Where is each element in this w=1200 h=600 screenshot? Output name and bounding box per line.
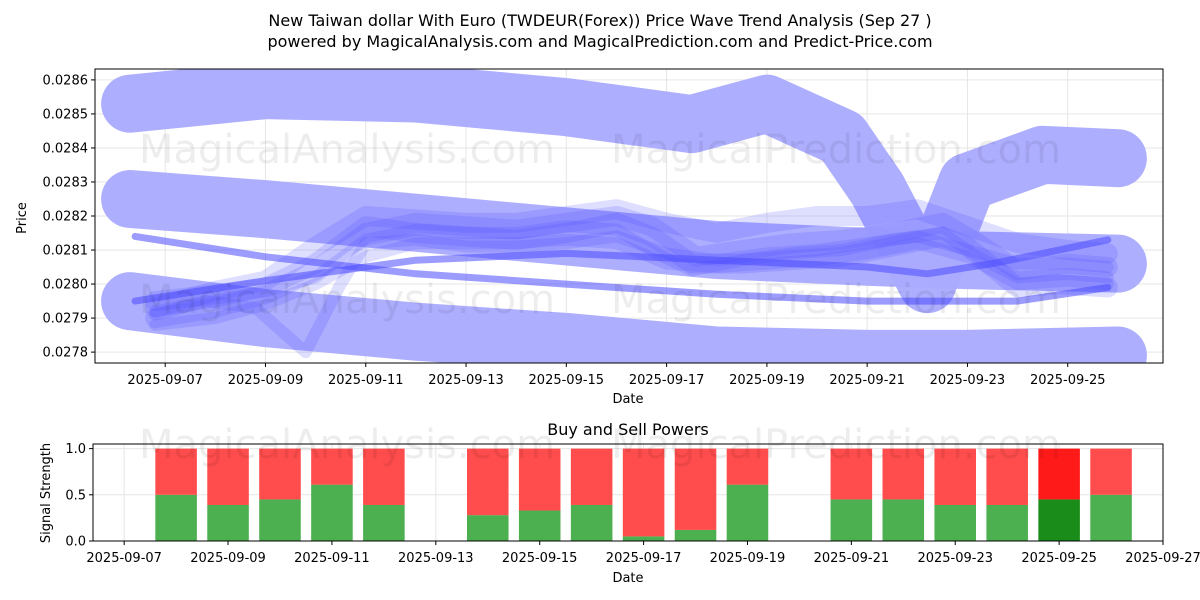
signal-x-tick-label: 2025-09-13	[398, 551, 474, 566]
buy-power-bar	[622, 536, 665, 541]
watermark-mid-left: MagicalAnalysis.com	[139, 277, 555, 323]
price-wave-series	[145, 212, 1118, 312]
signal-x-tick-label: 2025-09-15	[502, 551, 578, 566]
buy-power-bar	[674, 529, 717, 541]
price-thick-band	[101, 272, 1147, 363]
signal-x-tick-label: 2025-09-17	[606, 551, 682, 566]
buy-power-bar	[1038, 499, 1080, 541]
watermark-top-left: MagicalAnalysis.com	[139, 127, 555, 173]
price-x-axis-label: Date	[612, 392, 643, 407]
buy-power-bar	[726, 484, 769, 541]
price-x-tick-label: 2025-09-17	[629, 373, 705, 388]
buy-power-bar	[363, 504, 405, 541]
price-x-tick-label: 2025-09-09	[228, 373, 304, 388]
signal-panel-frame	[92, 443, 1164, 542]
signal-x-axis-label: Date	[612, 571, 643, 586]
signal-y-axis: 0.0 0.5 1.0	[65, 442, 93, 550]
sell-power-bar	[674, 448, 717, 530]
signal-y-axis-label: Signal Strength	[39, 443, 54, 543]
price-y-tick-label: 0.0286	[43, 73, 89, 88]
sell-power-bar	[518, 448, 561, 511]
sell-power-bar	[986, 448, 1028, 505]
price-wave-series	[145, 199, 1118, 318]
signal-x-tick-label: 2025-09-25	[1021, 551, 1097, 566]
price-y-tick-label: 0.0279	[43, 312, 89, 327]
sell-power-bar	[466, 448, 509, 516]
buy-power-bar	[570, 504, 613, 541]
buy-power-bar	[934, 504, 977, 541]
price-wave-series	[131, 236, 1112, 305]
sell-power-bar	[882, 448, 925, 500]
signal-x-tick-label: 2025-09-09	[190, 551, 266, 566]
price-x-axis: 2025-09-07 2025-09-09 2025-09-11 2025-09-13…	[127, 363, 1106, 388]
buy-power-bar	[986, 504, 1028, 541]
sell-power-bar	[726, 448, 769, 485]
sell-power-bar	[622, 448, 665, 537]
sell-power-bar	[570, 448, 613, 505]
price-wave-bands	[101, 69, 1147, 363]
buy-power-bar	[882, 499, 925, 541]
price-y-tick-label: 0.0282	[43, 210, 89, 225]
signal-x-tick-label: 2025-09-27	[1125, 551, 1200, 566]
price-x-tick-label: 2025-09-25	[1030, 373, 1106, 388]
price-y-tick-label: 0.0280	[43, 278, 89, 293]
signal-y-tick-label: 1.0	[65, 442, 86, 457]
buy-power-bar	[1090, 494, 1132, 541]
signal-x-tick-label: 2025-09-21	[814, 551, 890, 566]
buy-power-bar	[466, 515, 509, 541]
signal-chart-title: Buy and Sell Powers	[547, 420, 709, 439]
price-wave-series	[145, 206, 1118, 329]
sell-power-bar	[1090, 448, 1132, 495]
price-y-tick-label: 0.0281	[43, 244, 89, 259]
signal-x-axis: 2025-09-07 2025-09-09 2025-09-11 2025-09-13…	[86, 541, 1200, 566]
watermark-top-right: MagicalPrediction.com	[611, 127, 1061, 173]
price-x-tick-label: 2025-09-23	[930, 373, 1006, 388]
buy-power-bar	[518, 510, 561, 541]
signal-y-tick-label: 0.5	[65, 488, 86, 503]
price-y-tick-label: 0.0284	[43, 141, 89, 156]
signal-y-tick-label: 0.0	[65, 535, 86, 550]
price-x-tick-label: 2025-09-21	[829, 373, 905, 388]
sell-power-bar	[259, 448, 301, 500]
price-y-tick-label: 0.0278	[43, 346, 89, 361]
chart-title-line-2: powered by MagicalAnalysis.com and Magic…	[267, 32, 932, 51]
buy-power-bar	[259, 499, 301, 541]
sell-power-bar	[207, 448, 249, 505]
watermark-bottom-left: MagicalAnalysis.com	[139, 422, 555, 468]
price-x-tick-label: 2025-09-15	[529, 373, 605, 388]
signal-x-tick-label: 2025-09-07	[86, 551, 162, 566]
sell-power-bar	[363, 448, 405, 505]
price-y-axis-label: Price	[15, 202, 30, 234]
price-y-tick-label: 0.0283	[43, 175, 89, 190]
price-thick-band	[101, 69, 1147, 314]
signal-bars	[155, 448, 1132, 541]
signal-x-tick-label: 2025-09-19	[710, 551, 786, 566]
price-wave-lines	[131, 199, 1118, 359]
price-x-tick-label: 2025-09-13	[428, 373, 504, 388]
price-thick-band	[101, 170, 1147, 293]
watermark-bottom-right: MagicalPrediction.com	[611, 422, 1061, 468]
chart-title-line-1: New Taiwan dollar With Euro (TWDEUR(Fore…	[268, 11, 931, 30]
sell-power-bar	[155, 448, 197, 495]
sell-power-bar	[934, 448, 977, 505]
buy-power-bar	[830, 499, 873, 541]
sell-power-bar	[830, 448, 873, 500]
sell-power-bar	[1038, 448, 1080, 500]
price-y-tick-label: 0.0285	[43, 107, 89, 122]
price-x-tick-label: 2025-09-19	[729, 373, 805, 388]
price-x-tick-label: 2025-09-07	[127, 373, 203, 388]
price-wave-series	[149, 230, 1114, 359]
buy-power-bar	[311, 484, 353, 541]
price-x-tick-label: 2025-09-11	[328, 373, 404, 388]
price-y-axis: 0.0278 0.0279 0.0280 0.0281 0.0282 0.0283 0.02…	[43, 73, 95, 361]
watermark-mid-right: MagicalPrediction.com	[611, 277, 1061, 323]
signal-x-tick-label: 2025-09-11	[294, 551, 370, 566]
price-wave-series	[131, 232, 1112, 305]
buy-power-bar	[155, 494, 197, 541]
signal-x-tick-label: 2025-09-23	[917, 551, 993, 566]
buy-power-bar	[207, 504, 249, 541]
sell-power-bar	[311, 448, 353, 485]
